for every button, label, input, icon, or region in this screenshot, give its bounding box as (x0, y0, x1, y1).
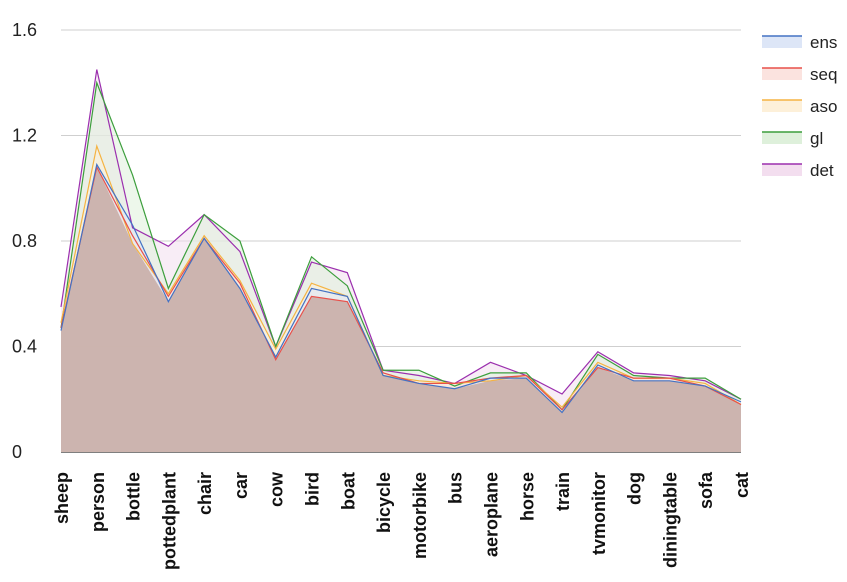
y-tick-label: 1.6 (12, 20, 37, 40)
x-tick-label: horse (517, 472, 537, 521)
x-tick-label: sofa (696, 471, 716, 509)
x-tick-label: diningtable (660, 472, 680, 568)
legend-swatch-aso (762, 100, 802, 112)
legend-label-det: det (810, 161, 834, 180)
x-tick-label: dog (625, 472, 645, 505)
y-tick-label: 1.2 (12, 126, 37, 146)
legend-label-seq: seq (810, 65, 837, 84)
legend: ens seq aso gl det (762, 33, 837, 180)
x-tick-label: bicycle (374, 472, 394, 533)
line-seq (60, 165, 742, 411)
legend-swatch-seq (762, 68, 802, 80)
legend-label-gl: gl (810, 129, 823, 148)
x-tick-label: chair (195, 472, 215, 515)
series-lines (60, 69, 742, 414)
legend-label-aso: aso (810, 97, 837, 116)
x-tick-label: cat (732, 472, 752, 498)
x-tick-label: bird (303, 472, 323, 506)
x-tick-label: aeroplane (481, 472, 501, 557)
x-tick-label: person (88, 472, 108, 532)
axes: 0 0.4 0.8 1.2 1.6 sheep person bottle pottedplan… (12, 20, 752, 570)
x-tick-label: sheep (52, 472, 72, 524)
area-overlap (61, 167, 741, 452)
line-gl (60, 80, 742, 411)
legend-label-ens: ens (810, 33, 837, 52)
series-areas (61, 69, 741, 453)
legend-swatch-det (762, 164, 802, 176)
line-det (60, 69, 742, 400)
x-tick-label: car (231, 472, 251, 499)
legend-swatch-ens (762, 36, 802, 48)
legend-swatch-gl (762, 132, 802, 144)
x-tick-label: pottedplant (159, 472, 179, 570)
x-tick-label: tvmonitor (589, 472, 609, 555)
x-tick-label: train (553, 472, 573, 511)
x-tick-label: cow (267, 471, 287, 507)
x-tick-label: boat (338, 472, 358, 510)
line-ens (60, 162, 742, 414)
y-tick-label: 0.4 (12, 337, 37, 357)
x-tick-label: bus (446, 472, 466, 504)
x-tick-label: bottle (124, 472, 144, 521)
y-tick-label: 0 (12, 442, 22, 462)
x-tick-label: motorbike (410, 472, 430, 559)
y-tick-label: 0.8 (12, 231, 37, 251)
